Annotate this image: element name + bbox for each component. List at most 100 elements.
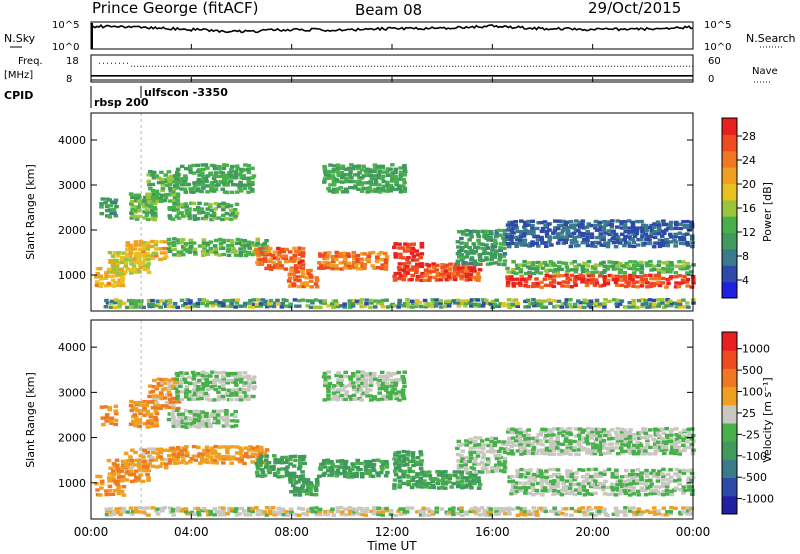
velocity-cell (360, 475, 365, 479)
power-cell (471, 251, 477, 255)
velocity-cell (348, 377, 353, 381)
power-cell (547, 240, 552, 244)
velocity-cell (551, 440, 557, 444)
velocity-cell (685, 509, 691, 513)
velocity-cell (582, 510, 587, 514)
velocity-cell (635, 440, 641, 444)
velocity-cell (293, 481, 298, 485)
power-cell (518, 283, 523, 287)
velocity-cell (296, 486, 301, 491)
power-heatmap (94, 113, 696, 311)
velocity-cell (601, 485, 606, 489)
velocity-cell (214, 374, 219, 379)
velocity-cell (507, 506, 512, 510)
velocity-cell (548, 448, 553, 453)
power-cell (585, 264, 590, 268)
velocity-cell (636, 449, 642, 453)
power-cell (627, 226, 632, 230)
velocity-cell (460, 479, 465, 484)
power-cell (526, 229, 532, 234)
power-cell (167, 206, 172, 210)
velocity-cell (205, 397, 210, 401)
velocity-cell (326, 469, 331, 473)
power-cell (452, 277, 458, 282)
power-cell (120, 283, 126, 288)
power-cell (534, 241, 539, 246)
power-cell (419, 264, 425, 269)
velocity-cell (598, 440, 604, 444)
power-cell (627, 266, 632, 271)
power-cell (573, 277, 578, 281)
velocity-cell (493, 506, 499, 511)
power-cell (150, 173, 155, 177)
velocity-cell (515, 506, 521, 510)
power-cell (241, 246, 247, 250)
velocity-cell (331, 391, 337, 395)
velocity-cell (153, 416, 158, 420)
velocity-cell (196, 390, 201, 394)
power-cell (133, 305, 139, 309)
power-cell (605, 267, 610, 271)
power-cell (635, 285, 640, 289)
power-cell (225, 180, 231, 184)
velocity-cell (196, 513, 202, 517)
velocity-colorbar-label: 100 (742, 386, 763, 399)
power-cell (623, 234, 628, 239)
power-cell (296, 257, 302, 261)
power-cell (184, 166, 189, 171)
velocity-cell (436, 486, 442, 490)
power-cell (595, 235, 600, 240)
power-cell (262, 302, 268, 306)
power-cell (160, 193, 165, 197)
power-cell (536, 260, 541, 265)
power-cell (218, 202, 223, 207)
velocity-cell (614, 468, 619, 472)
velocity-cell (233, 380, 238, 385)
power-cell (105, 214, 110, 218)
power-cell (217, 165, 222, 169)
velocity-cell (555, 481, 561, 485)
velocity-cell (424, 470, 429, 475)
velocity-cell (390, 378, 395, 383)
velocity-cell (151, 396, 157, 400)
velocity-cell (585, 476, 590, 480)
velocity-cell (192, 512, 197, 516)
velocity-cell (509, 449, 515, 453)
power-cell (468, 231, 474, 236)
power-cell (120, 255, 125, 260)
power-cell (400, 246, 406, 250)
power-cell (556, 226, 561, 231)
velocity-cell (510, 427, 515, 431)
power-cell (183, 247, 188, 252)
power-cell (393, 170, 398, 174)
power-cell (117, 278, 122, 282)
power-colorbar-segment (722, 248, 737, 266)
velocity-cell (422, 479, 427, 483)
velocity-cell (205, 373, 210, 378)
power-cell (492, 252, 498, 256)
velocity-cell (104, 489, 109, 493)
velocity-cell (363, 384, 369, 388)
power-cell (158, 247, 164, 251)
velocity-cell (262, 451, 268, 455)
velocity-cell (590, 427, 596, 431)
velocity-cell (273, 457, 278, 462)
velocity-cell (652, 510, 658, 514)
velocity-cell (557, 431, 562, 435)
power-cell (318, 299, 324, 303)
velocity-cell (656, 440, 661, 444)
velocity-cell (276, 512, 282, 516)
velocity-cell (676, 436, 682, 440)
velocity-cell (234, 513, 240, 517)
velocity-cell (162, 506, 167, 510)
velocity-cell (363, 464, 369, 469)
power-cell (599, 271, 604, 275)
velocity-cell (681, 485, 687, 489)
velocity-cell (542, 486, 548, 490)
velocity-cell (264, 448, 270, 452)
power-cell (342, 260, 347, 264)
power-cell (179, 202, 185, 207)
power-cell (689, 225, 695, 229)
power-cell (622, 305, 628, 309)
power-cell (482, 231, 487, 236)
